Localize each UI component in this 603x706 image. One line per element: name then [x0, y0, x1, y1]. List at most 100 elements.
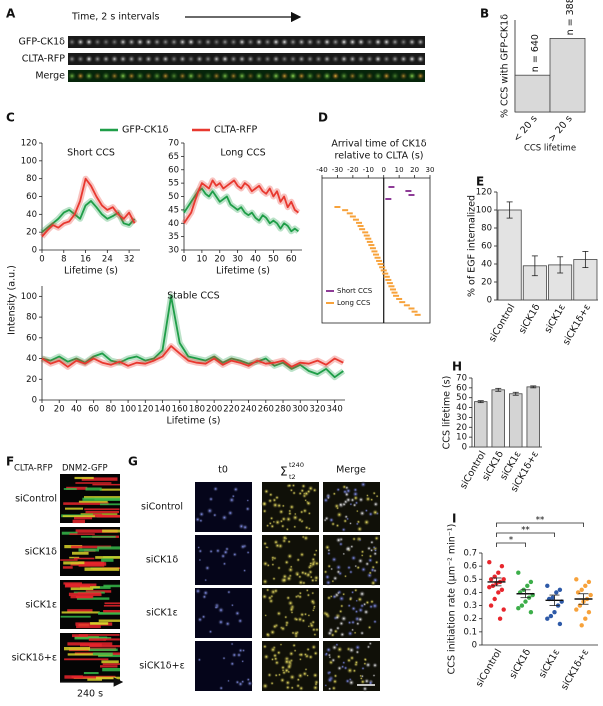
data-point: [583, 616, 588, 621]
spot: [355, 649, 360, 655]
streak: [102, 668, 120, 672]
spot: [365, 54, 374, 64]
spot: [254, 37, 264, 47]
spot: [229, 54, 238, 64]
streak: [72, 551, 89, 555]
spot: [215, 548, 221, 554]
spot: [288, 503, 295, 511]
arrival-mark: [403, 304, 410, 307]
spot: [310, 591, 315, 595]
chart-title: Arrival time of CK1δ: [331, 139, 426, 150]
streak: [78, 500, 108, 503]
spot: [307, 654, 314, 660]
spot: [285, 663, 293, 671]
y-tick-label: 0.1: [463, 627, 477, 637]
x-tick-label: 340: [327, 405, 343, 415]
spot: [271, 623, 278, 630]
spot: [284, 679, 291, 686]
x-axis-title: CCS lifetime: [524, 144, 576, 154]
spot: [67, 37, 77, 47]
x-tick-label: siCK1ε: [537, 647, 562, 680]
spot: [356, 596, 364, 603]
spot: [206, 507, 214, 515]
spot: [327, 686, 332, 691]
spot: [212, 485, 219, 492]
spot: [300, 618, 306, 624]
spot: [332, 491, 337, 496]
legend-label: GFP-CK1δ: [122, 125, 169, 136]
spot: [237, 37, 247, 47]
spot: [374, 559, 380, 565]
spot: [366, 644, 371, 650]
spot: [354, 609, 359, 614]
spot: [352, 494, 359, 502]
data-point: [574, 607, 579, 612]
x-tick-label: 20: [214, 255, 225, 265]
spot: [324, 544, 331, 551]
x-tick-label: 10: [196, 255, 207, 265]
streak: [64, 658, 109, 661]
spot: [226, 679, 231, 683]
spot: [328, 670, 332, 674]
bar: [497, 209, 522, 301]
x-tick-label: 20: [54, 405, 65, 415]
x-tick-label: siCK1ε: [543, 302, 568, 335]
y-tick-label: 0: [487, 296, 492, 306]
spot: [110, 71, 119, 81]
row-label: siCK1δ: [25, 547, 57, 558]
spot: [314, 548, 318, 553]
y-tick-label: 100: [21, 156, 37, 166]
micrograph: [195, 535, 252, 585]
x-tick-label: 140: [154, 405, 170, 415]
spot: [246, 680, 253, 687]
streak: [76, 595, 93, 599]
spot: [135, 37, 145, 47]
spot: [303, 652, 308, 657]
spot: [314, 71, 323, 81]
spot: [305, 500, 312, 507]
spot: [305, 588, 310, 593]
spot: [290, 630, 296, 636]
spot: [341, 527, 347, 533]
spot: [288, 650, 295, 657]
spot: [371, 602, 379, 610]
spot: [335, 506, 340, 510]
spot: [345, 496, 352, 504]
spot: [283, 658, 291, 666]
arrival-mark: [383, 275, 390, 278]
spot: [291, 483, 296, 488]
spot: [325, 579, 332, 586]
spot: [144, 37, 153, 47]
arrival-mark: [365, 237, 372, 240]
arrival-mark: [389, 288, 396, 291]
arrival-mark: [388, 285, 395, 288]
spot: [375, 494, 379, 499]
arrival-mark: [349, 215, 356, 218]
spot: [220, 37, 230, 47]
spot: [286, 552, 294, 560]
spot: [354, 644, 362, 651]
spot: [358, 590, 366, 598]
significance-bracket: [496, 542, 526, 547]
data-point: [548, 613, 554, 619]
spot: [246, 550, 251, 555]
spot: [144, 71, 153, 81]
spot: [332, 678, 338, 685]
spot: [195, 54, 204, 64]
spot: [232, 551, 238, 558]
spot: [338, 502, 344, 508]
x-tick-label: 50: [268, 255, 279, 265]
arrival-mark: [408, 307, 415, 310]
spot: [280, 523, 286, 529]
spot: [169, 37, 179, 47]
spot: [357, 616, 364, 623]
x-tick-label: 80: [105, 405, 116, 415]
spot: [335, 511, 343, 519]
spot: [226, 589, 232, 595]
streak: [78, 634, 120, 636]
spot: [297, 517, 303, 523]
spot: [314, 578, 318, 583]
x-axis-title: Lifetime (s): [216, 266, 270, 277]
spot: [161, 54, 170, 64]
spot: [297, 71, 306, 81]
